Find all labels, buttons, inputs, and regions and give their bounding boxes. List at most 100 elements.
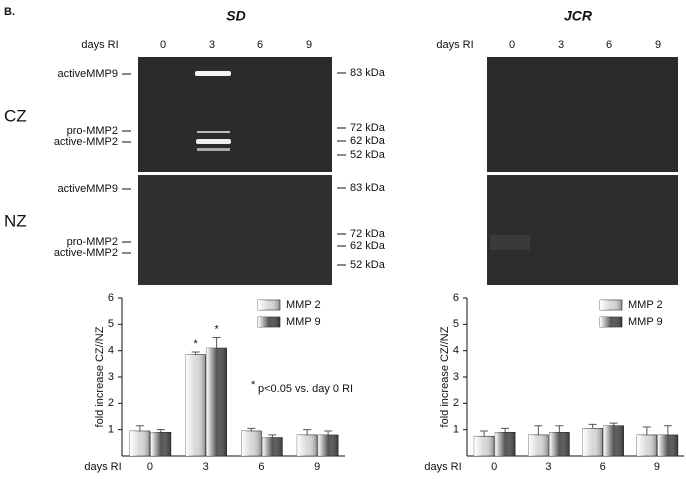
bar-shade bbox=[603, 425, 624, 456]
error-bar bbox=[642, 426, 651, 435]
x-tick-label: 3 bbox=[545, 461, 551, 473]
y-tick-label: 4 bbox=[108, 345, 114, 357]
error-bar bbox=[501, 427, 510, 433]
marker-label: 62 kDa bbox=[350, 135, 386, 147]
gel-title: SD bbox=[226, 8, 245, 24]
band-label: pro-MMP2 bbox=[67, 125, 118, 137]
gel-image bbox=[138, 175, 332, 285]
x-tick-label: 9 bbox=[654, 461, 660, 473]
y-axis-label: fold increase CZ//NZ bbox=[439, 326, 451, 427]
marker-label: 52 kDa bbox=[350, 259, 386, 271]
error-bar bbox=[212, 337, 221, 349]
gel-image bbox=[487, 175, 678, 285]
band-label: active-MMP2 bbox=[54, 136, 118, 148]
legend-shade bbox=[258, 300, 280, 310]
band-label: pro-MMP2 bbox=[67, 236, 118, 248]
y-tick-label: 4 bbox=[453, 345, 459, 357]
y-tick-label: 2 bbox=[453, 397, 459, 409]
error-bar bbox=[588, 423, 597, 429]
legend-shade bbox=[600, 317, 622, 327]
bar-shade bbox=[262, 437, 283, 456]
lane-label: 0 bbox=[160, 39, 166, 51]
error-bar bbox=[555, 425, 564, 433]
gel-band bbox=[197, 131, 230, 133]
gel-band bbox=[490, 235, 530, 250]
gel-band bbox=[197, 148, 230, 151]
gel-image bbox=[487, 57, 678, 172]
legend-label: MMP 2 bbox=[628, 299, 663, 311]
lane-label: 9 bbox=[306, 39, 312, 51]
gel-image bbox=[138, 57, 332, 172]
y-axis-label: fold increase CZ//NZ bbox=[94, 326, 106, 427]
lane-label: 9 bbox=[655, 39, 661, 51]
bar-shade bbox=[318, 434, 339, 456]
error-bar bbox=[191, 351, 200, 355]
bar-shade bbox=[129, 430, 150, 456]
bar-shade bbox=[636, 434, 657, 456]
error-bar bbox=[247, 427, 256, 431]
y-tick-label: 3 bbox=[108, 371, 114, 383]
marker-label: 72 kDa bbox=[350, 228, 386, 240]
zone-label: CZ bbox=[4, 106, 27, 125]
marker-label: 83 kDa bbox=[350, 67, 386, 79]
lane-axis-label: days RI bbox=[81, 39, 118, 51]
band-label: activeMMP9 bbox=[57, 183, 118, 195]
panel-label: B. bbox=[4, 6, 15, 18]
bar-shade bbox=[150, 432, 171, 456]
footnote-marker: * bbox=[251, 379, 256, 391]
bar-shade bbox=[241, 430, 262, 456]
y-tick-label: 1 bbox=[453, 424, 459, 436]
x-tick-label: 0 bbox=[491, 461, 497, 473]
x-tick-label: 0 bbox=[147, 461, 153, 473]
bar-shade bbox=[657, 434, 678, 456]
gel-title: JCR bbox=[564, 8, 593, 24]
marker-label: 83 kDa bbox=[350, 182, 386, 194]
lane-label: 6 bbox=[606, 39, 612, 51]
error-bar bbox=[663, 425, 672, 435]
y-tick-label: 6 bbox=[108, 292, 114, 304]
lane-axis-label: days RI bbox=[436, 39, 473, 51]
y-tick-label: 3 bbox=[453, 371, 459, 383]
error-bar bbox=[268, 434, 277, 438]
x-tick-label: 6 bbox=[600, 461, 606, 473]
error-bar bbox=[156, 429, 165, 433]
error-bar bbox=[609, 422, 618, 426]
gel-band bbox=[195, 71, 231, 76]
bar-shade bbox=[495, 432, 516, 456]
error-bar bbox=[135, 425, 144, 431]
y-tick-label: 1 bbox=[108, 424, 114, 436]
bar-shade bbox=[549, 432, 570, 456]
lane-label: 0 bbox=[509, 39, 515, 51]
error-bar bbox=[324, 430, 333, 435]
y-tick-label: 5 bbox=[453, 318, 459, 330]
zone-label: NZ bbox=[4, 211, 27, 230]
lane-label: 6 bbox=[257, 39, 263, 51]
gel-band bbox=[196, 139, 231, 144]
marker-label: 62 kDa bbox=[350, 240, 386, 252]
value-label: * bbox=[193, 338, 198, 350]
legend-label: MMP 9 bbox=[286, 316, 321, 328]
error-bar bbox=[534, 425, 543, 435]
value-label: * bbox=[214, 323, 219, 335]
band-label: activeMMP9 bbox=[57, 68, 118, 80]
bar-shade bbox=[206, 348, 227, 456]
x-axis-label: days RI bbox=[424, 461, 461, 473]
y-tick-label: 2 bbox=[108, 397, 114, 409]
y-tick-label: 5 bbox=[108, 318, 114, 330]
legend-shade bbox=[258, 317, 280, 327]
lane-label: 3 bbox=[209, 39, 215, 51]
legend-shade bbox=[600, 300, 622, 310]
bar-shade bbox=[297, 434, 318, 456]
bar-shade bbox=[474, 436, 495, 456]
x-tick-label: 3 bbox=[203, 461, 209, 473]
marker-label: 72 kDa bbox=[350, 122, 386, 134]
footnote: p<0.05 vs. day 0 RI bbox=[258, 383, 353, 395]
x-axis-label: days RI bbox=[84, 461, 121, 473]
error-bar bbox=[480, 430, 489, 437]
x-tick-label: 6 bbox=[258, 461, 264, 473]
error-bar bbox=[303, 429, 312, 435]
marker-label: 52 kDa bbox=[350, 149, 386, 161]
legend-label: MMP 9 bbox=[628, 316, 663, 328]
band-label: active-MMP2 bbox=[54, 247, 118, 259]
